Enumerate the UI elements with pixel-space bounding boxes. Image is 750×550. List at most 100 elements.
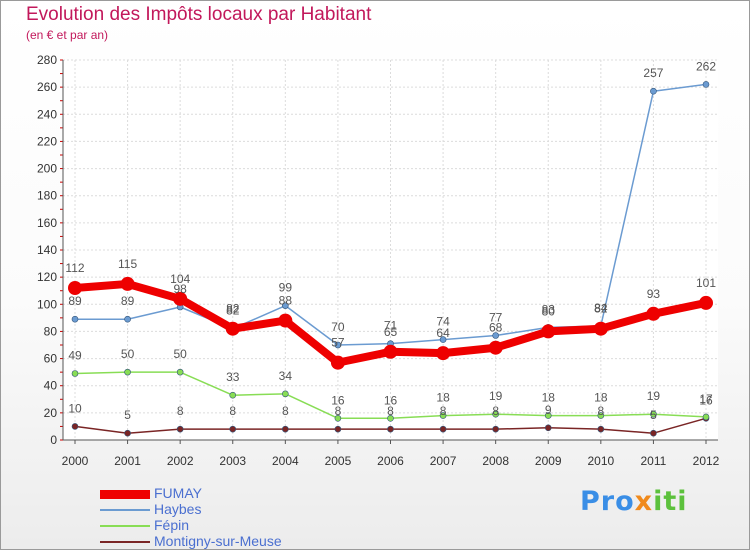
data-label: 8 [492, 404, 499, 418]
legend-label: FUMAY [154, 485, 202, 501]
legend-label: Fépin [154, 517, 190, 533]
data-point [544, 424, 552, 432]
x-tick-label: 2003 [219, 454, 246, 468]
data-label: 18 [542, 391, 556, 405]
data-label: 49 [68, 349, 82, 363]
x-tick-label: 2006 [377, 454, 404, 468]
x-tick-label: 2005 [325, 454, 352, 468]
data-point [492, 425, 499, 433]
logo-part: iti [653, 486, 688, 517]
y-tick-label: 180 [37, 189, 57, 203]
data-point [71, 370, 79, 377]
x-tick-label: 2002 [167, 454, 194, 468]
data-point [439, 425, 447, 433]
data-label: 99 [279, 281, 293, 295]
x-tick-label: 2011 [641, 454, 667, 468]
data-label: 50 [121, 347, 135, 361]
data-label: 74 [436, 315, 450, 329]
data-label: 104 [170, 272, 190, 286]
data-point [278, 313, 293, 328]
data-label: 8 [440, 404, 447, 418]
data-point [544, 412, 552, 419]
data-label: 262 [696, 59, 716, 73]
data-point [225, 321, 240, 336]
data-label: 80 [542, 304, 556, 318]
data-label: 83 [542, 302, 556, 316]
data-point [282, 425, 289, 433]
data-point [330, 355, 345, 370]
data-label: 8 [177, 404, 184, 418]
data-label: 16 [699, 393, 713, 407]
data-point [439, 336, 447, 343]
data-point [541, 324, 556, 339]
data-point [593, 321, 608, 336]
data-label: 16 [384, 393, 398, 407]
data-point [334, 425, 342, 433]
data-label: 50 [173, 347, 187, 361]
y-tick-label: 120 [37, 270, 57, 284]
x-tick-label: 2001 [114, 454, 141, 468]
data-point [334, 341, 342, 349]
data-point [383, 344, 398, 359]
data-label: 68 [489, 321, 503, 335]
y-tick-label: 100 [37, 297, 57, 311]
y-tick-label: 140 [37, 243, 57, 257]
data-point [699, 295, 713, 310]
y-tick-label: 280 [37, 53, 57, 67]
legend-label: Haybes [154, 501, 202, 517]
data-point [68, 281, 82, 295]
data-label: 98 [173, 282, 187, 296]
data-label: 10 [68, 401, 82, 415]
y-tick-label: 60 [44, 352, 58, 366]
data-label: 101 [696, 276, 716, 290]
legend-swatch [100, 541, 150, 543]
y-tick-label: 260 [37, 80, 57, 94]
data-point [646, 306, 661, 321]
data-label: 93 [647, 287, 661, 301]
data-label: 19 [489, 389, 503, 403]
legend-label: Montigny-sur-Meuse [154, 533, 282, 549]
data-label: 19 [647, 389, 661, 403]
logo-part: x [634, 486, 654, 517]
x-tick-label: 2000 [62, 454, 89, 468]
data-label: 64 [436, 326, 450, 340]
data-label: 84 [594, 301, 608, 315]
data-label: 8 [335, 404, 342, 418]
y-tick-label: 40 [44, 379, 58, 393]
y-tick-label: 160 [37, 216, 57, 230]
y-tick-label: 80 [44, 324, 58, 338]
data-point [124, 429, 131, 437]
data-point [176, 368, 184, 376]
data-label: 5 [124, 408, 131, 422]
logo-part: Pro [580, 486, 635, 517]
data-point [492, 332, 499, 339]
data-point [597, 425, 605, 433]
x-tick-label: 2007 [430, 454, 457, 468]
legend-swatch [100, 490, 150, 499]
x-tick-label: 2004 [272, 454, 299, 468]
y-tick-label: 220 [37, 134, 57, 148]
y-tick-label: 240 [37, 107, 57, 121]
y-tick-label: 200 [37, 162, 57, 176]
data-point [650, 87, 657, 95]
legend-swatch [100, 509, 150, 511]
data-point [488, 340, 503, 355]
data-label: 18 [436, 391, 450, 405]
data-label: 82 [226, 302, 240, 316]
legend-swatch [100, 525, 150, 527]
chart-subtitle: (en € et par an) [26, 28, 109, 42]
data-label: 82 [226, 304, 240, 318]
proxiti-logo: Proxiti [580, 486, 688, 517]
data-point [387, 425, 394, 433]
data-label: 8 [229, 404, 236, 418]
data-point [436, 346, 451, 361]
data-label: 82 [594, 302, 608, 316]
data-point [439, 412, 447, 419]
data-label: 34 [279, 369, 293, 383]
data-label: 77 [489, 311, 503, 325]
data-point [282, 302, 289, 309]
y-tick-label: 20 [44, 406, 58, 420]
data-label: 88 [279, 294, 293, 308]
data-point [702, 81, 710, 88]
data-label: 115 [118, 257, 137, 271]
